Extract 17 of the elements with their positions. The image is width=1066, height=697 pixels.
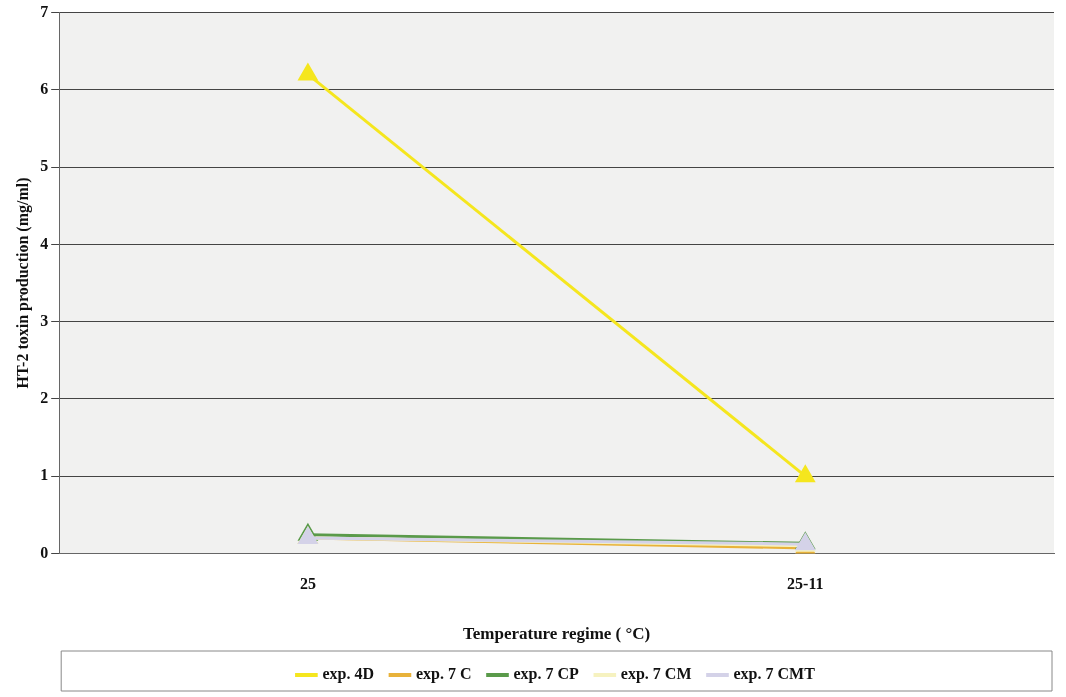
legend-label: exp. 4D <box>322 665 374 684</box>
y-axis-title: HT-2 toxin production (mg/ml) <box>13 177 32 389</box>
y-tick-label: 5 <box>40 157 49 175</box>
legend-label: exp. 7 C <box>415 665 472 684</box>
y-tick-label: 3 <box>40 311 49 329</box>
y-tick-label: 6 <box>40 80 49 97</box>
y-tick-label: 1 <box>40 466 49 484</box>
legend-label: exp. 7 CM <box>620 665 692 684</box>
x-tick-label: 25 <box>299 575 316 593</box>
legend-label: exp. 7 CMT <box>733 665 816 684</box>
x-tick-label: 25-11 <box>787 575 824 593</box>
y-tick-label: 4 <box>40 234 49 252</box>
y-tick-label: 0 <box>40 543 49 561</box>
x-axis-title: Temperature regime ( °C) <box>462 624 651 644</box>
legend-label: exp. 7 CP <box>513 665 580 684</box>
y-tick-label: 2 <box>40 389 49 407</box>
y-tick-label: 7 <box>40 2 49 20</box>
